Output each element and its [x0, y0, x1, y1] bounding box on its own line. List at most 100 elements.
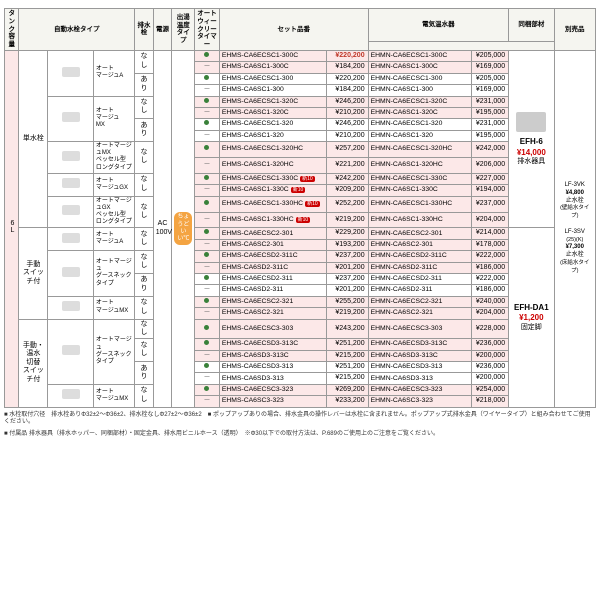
faucet-icon — [48, 173, 93, 196]
heater-price: ¥227,000 — [471, 173, 508, 184]
set-price: ¥242,200 — [327, 173, 368, 184]
heater-number: EHMN-CA6ECSC2-321 — [368, 296, 471, 307]
heater-number: EHMN-CA6SC2-321 — [368, 308, 471, 319]
set-number: EHMS-CA6ECSC1-320C — [219, 96, 326, 107]
temp-type: ちょうどいい℃ — [172, 50, 195, 407]
set-number: EHMS-CA6ECSC1-320HC — [219, 142, 326, 158]
set-number: EHMS-CA6ECSC1-300 — [219, 73, 326, 84]
set-number: EHMS-CA6SC1-300C — [219, 62, 326, 73]
hdr-power: 電源 — [153, 9, 172, 51]
heater-number: EHMN-CA6ECSC1-320 — [368, 119, 471, 130]
faucet-icon — [48, 296, 93, 319]
drain-value: なし — [135, 142, 154, 174]
timer-cell: － — [195, 396, 220, 407]
tank-capacity: 6L — [5, 50, 19, 407]
set-number: EHMS-CA6SC3-323 — [219, 396, 326, 407]
set-price: ¥201,200 — [327, 262, 368, 273]
hdr-sold: 別売品 — [554, 9, 595, 51]
op-group-label: 手動・温水切替スイッチ付 — [19, 319, 48, 407]
faucet-icon — [48, 251, 93, 297]
timer-cell: － — [195, 239, 220, 250]
set-price: ¥269,200 — [327, 384, 368, 395]
set-number: EHMS-CA6SC2-301 — [219, 239, 326, 250]
timer-cell — [195, 142, 220, 158]
hdr-set: セット品番 — [219, 9, 368, 51]
heater-price: ¥214,000 — [471, 228, 508, 239]
set-number: EHMS-CA6ECSD2-311 — [219, 273, 326, 284]
heater-number: EHMN-CA6ECSD2-311 — [368, 273, 471, 284]
heater-number: EHMN-CA6SC3-323 — [368, 396, 471, 407]
set-price: ¥229,200 — [327, 228, 368, 239]
drain-value: なし — [135, 50, 154, 73]
op-group-label: 単水栓 — [19, 50, 48, 227]
heater-number: EHMN-CA6SC2-301 — [368, 239, 471, 250]
set-price: ¥255,200 — [327, 296, 368, 307]
heater-price: ¥178,000 — [471, 239, 508, 250]
set-number: EHMS-CA6ECSD3-313 — [219, 362, 326, 373]
heater-price: ¥194,000 — [471, 185, 508, 196]
heater-price: ¥231,000 — [471, 119, 508, 130]
heater-price: ¥169,000 — [471, 62, 508, 73]
heater-number: EHMN-CA6SC1-300C — [368, 62, 471, 73]
timer-cell — [195, 196, 220, 212]
catalog-table-wrapper: タンク 容量 自動水栓タイプ 排水栓 電源 出湯温度 タイプ オート ウィークリ… — [0, 0, 600, 447]
hdr-drain: 排水栓 — [135, 9, 154, 51]
drain-value: あり — [135, 73, 154, 96]
drain-value: なし — [135, 319, 154, 339]
faucet-name: オートマージュMXベッセル型ロングタイプ — [93, 142, 134, 174]
drain-value: なし — [135, 251, 154, 274]
set-price: ¥252,200 — [327, 196, 368, 212]
set-number: EHMS-CA6SC1-330C新10 — [219, 185, 326, 196]
set-price: ¥251,200 — [327, 339, 368, 350]
set-number: EHMS-CA6ECSC2-321 — [219, 296, 326, 307]
timer-cell — [195, 96, 220, 107]
heater-price: ¥205,000 — [471, 50, 508, 61]
set-price: ¥219,200 — [327, 212, 368, 228]
set-price: ¥220,200 — [327, 73, 368, 84]
hdr-tank: タンク 容量 — [5, 9, 19, 51]
drain-value: あり — [135, 119, 154, 142]
heater-price: ¥200,000 — [471, 373, 508, 384]
set-number: EHMS-CA6SC2-321 — [219, 308, 326, 319]
drain-value: なし — [135, 384, 154, 407]
set-number: EHMS-CA6SD3-313 — [219, 373, 326, 384]
timer-cell — [195, 251, 220, 262]
faucet-name: オートマージュA — [93, 50, 134, 96]
faucet-name: オートマージュA — [93, 228, 134, 251]
set-price: ¥246,200 — [327, 96, 368, 107]
set-price: ¥237,200 — [327, 251, 368, 262]
heater-number: EHMN-CA6SC1-330C — [368, 185, 471, 196]
drain-value: なし — [135, 173, 154, 196]
heater-number: EHMN-CA6SD3-313 — [368, 373, 471, 384]
timer-cell: － — [195, 212, 220, 228]
faucet-icon — [48, 196, 93, 228]
set-price: ¥219,200 — [327, 308, 368, 319]
accessory-2: EFH-DA1 ¥1,200 固定脚 — [509, 228, 554, 407]
set-price: ¥184,200 — [327, 85, 368, 96]
timer-cell — [195, 362, 220, 373]
set-price: ¥210,200 — [327, 107, 368, 118]
drain-value: なし — [135, 228, 154, 251]
set-price: ¥193,200 — [327, 239, 368, 250]
timer-cell — [195, 73, 220, 84]
hdr-timer: オート ウィークリー タイマー — [195, 9, 220, 51]
faucet-icon — [48, 96, 93, 142]
hdr-parts: 同梱部材 — [509, 9, 554, 42]
faucet-name: オートマージュグースネックタイプ — [93, 251, 134, 297]
timer-cell — [195, 339, 220, 350]
faucet-name: オートマージュMX — [93, 296, 134, 319]
heater-number: EHMN-CA6ECSC1-320HC — [368, 142, 471, 158]
set-price: ¥237,200 — [327, 273, 368, 284]
set-price: ¥215,200 — [327, 373, 368, 384]
hdr-temp: 出湯温度 タイプ — [172, 9, 195, 51]
hdr-heater: 電気温水器 — [368, 9, 509, 42]
heater-price: ¥222,000 — [471, 251, 508, 262]
footnote-1: ■ 水栓取付穴径 排水栓ありΦ32±2～Φ36±2、排水栓なしΦ27±2～Φ36… — [4, 412, 596, 428]
set-number: EHMS-CA6SD2-311C — [219, 262, 326, 273]
set-number: EHMS-CA6SC1-330HC新10 — [219, 212, 326, 228]
heater-number: EHMN-CA6SD2-311C — [368, 262, 471, 273]
timer-cell: － — [195, 130, 220, 141]
timer-cell: － — [195, 350, 220, 361]
heater-number: EHMN-CA6ECSD2-311C — [368, 251, 471, 262]
heater-price: ¥218,000 — [471, 396, 508, 407]
